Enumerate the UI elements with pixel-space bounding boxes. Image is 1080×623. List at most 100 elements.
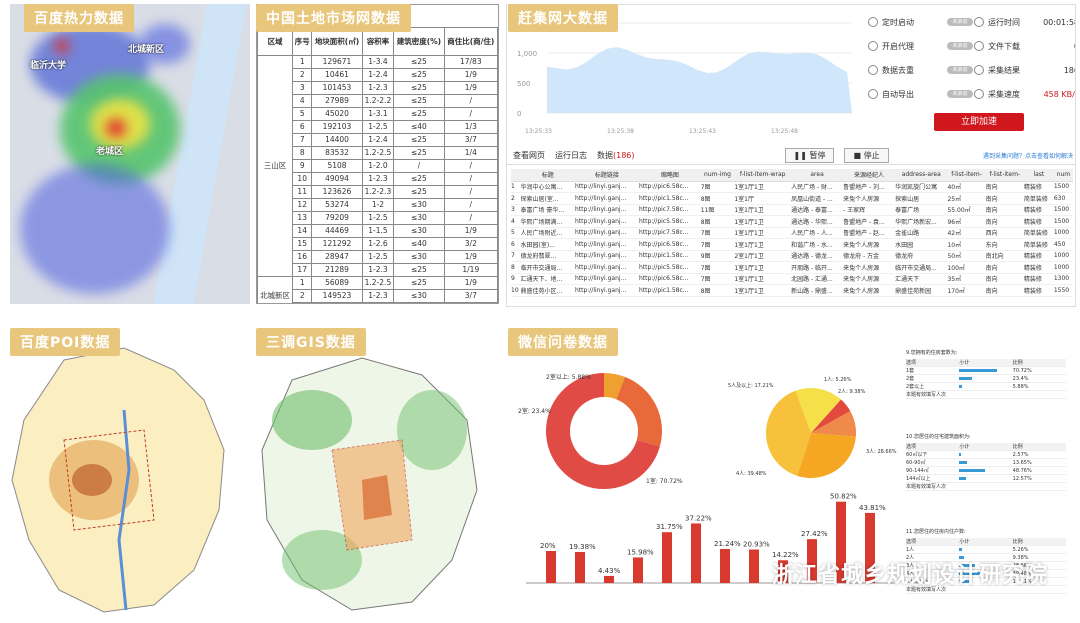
x-tick: 13:25:43 [689, 128, 716, 135]
percent-bar [959, 580, 969, 583]
crawl-cell: 7图 [700, 227, 735, 239]
crawl-row[interactable]: 1 华润中心公寓... http://linyi.ganj... http://pic… [511, 181, 1073, 193]
crawl-cell: 精装修 [1023, 181, 1054, 193]
question-total: 本题有效填写人次 [906, 483, 1066, 491]
tab-data[interactable]: 数据(186) [597, 150, 635, 161]
land-cell: 9 [292, 159, 313, 173]
percent-bar-track [959, 461, 1012, 464]
crawl-cell: 55.00㎡ [947, 204, 986, 216]
control-value: 00:01:58 [1043, 17, 1076, 27]
toggle-switch[interactable]: 未启动 [947, 42, 973, 50]
land-cell: 1-2.4 [361, 133, 395, 147]
control-panel: 定时启动未启动运行时间00:01:58开启代理未启动文件下载0数据去重未启动采集… [864, 7, 1076, 145]
crawl-cell: 来兔个人房源 [843, 238, 896, 251]
control-label: 自动导出 [882, 89, 914, 99]
land-cell: 1-2 [361, 198, 395, 212]
crawl-row[interactable]: 4 华熙广场期满... http://linyi.ganj... http://pic… [511, 215, 1073, 228]
land-cell: 1-2.5 [361, 250, 395, 264]
stop-button[interactable]: ■ 停止 [844, 148, 889, 163]
land-cell: 101453 [311, 81, 363, 95]
crawl-row[interactable]: 10 鼎盛佳苑小区... http://linyi.ganj... http://pi… [511, 284, 1073, 297]
crawl-row[interactable]: 8 临开市交通局... http://linyi.ganj... http://pic… [511, 261, 1073, 274]
crawl-row[interactable]: 7 德龙府翡翠... http://linyi.ganj... http://pic1… [511, 250, 1073, 262]
crawl-cell: 1室1厅1卫 [734, 215, 792, 228]
crawl-cell: http://pic7.58c... [638, 227, 701, 239]
crawl-cell: http://linyi.ganj... [574, 192, 639, 205]
crawl-row[interactable]: 3 泰富广场 豪华... http://linyi.ganj... http://pi… [511, 204, 1073, 216]
region-cell: 三山区 [257, 55, 294, 277]
option-percent: 70.72% [1012, 367, 1032, 374]
land-row: 7 14400 1-2.4 ≤25 3/7 [258, 133, 498, 147]
crawl-cell: 1500 [1053, 204, 1073, 216]
land-table: 区域 序号 地块面积(㎡) 容积率 建筑密度(%) 商住比(商/住) 三山区 1 129671… [257, 27, 498, 303]
percent-bar-track [959, 564, 1012, 567]
urban-core [362, 475, 392, 520]
crawl-cell: 精装修 [1023, 215, 1054, 228]
question-row: 90-144㎡ 48.76% [906, 467, 1066, 475]
region-cell: 北城新区 [257, 276, 294, 303]
crawl-cell: 鲁盟地产 - 赵... [843, 227, 896, 239]
bar-value: 27.42% [801, 530, 828, 538]
heat-zone [20, 164, 170, 294]
question-col: 比例 [1012, 444, 1023, 450]
tab-bar: 查看网页 运行日志 数据(186) ❚❚ 暂停 ■ 停止 遇到采集问题？点击查看… [507, 147, 1075, 165]
option-percent: 39.48% [1012, 570, 1032, 577]
crawl-cell: 泰富广场 [895, 204, 948, 216]
land-cell: ≤25 [393, 68, 445, 82]
land-table-panel: 区域 序号 地块面积(㎡) 容积率 建筑密度(%) 商住比(商/住) 三山区 1 129671… [256, 4, 499, 304]
crawl-cell: 简单装修 [1023, 227, 1054, 239]
crawl-cell: 4 [511, 215, 521, 228]
control-value: 0 [1074, 42, 1075, 51]
pie-label: 1人: 5.26% [824, 377, 852, 383]
toggle-switch[interactable]: 未启动 [947, 66, 973, 74]
land-cell: 1/3 [443, 120, 498, 134]
vegetation [397, 390, 467, 470]
question-row: 144㎡以上 12.57% [906, 475, 1066, 483]
control-row: 运行时间 00:01:58 [974, 11, 1076, 33]
land-cell: 15 [292, 237, 313, 251]
tab-log[interactable]: 运行日志 [555, 151, 587, 160]
land-cell: 17/83 [443, 55, 498, 69]
crawl-cell: 7图 [700, 261, 735, 274]
land-cell: ≤25 [393, 172, 445, 186]
start-button[interactable]: 立即加速 [934, 113, 1024, 131]
crawl-cell: 1室1厅1卫 [734, 261, 792, 274]
option-percent: 9.38% [1012, 554, 1029, 561]
land-cell: 2 [292, 68, 313, 82]
land-cell: 13 [292, 211, 313, 225]
bar [633, 557, 643, 583]
bar [865, 512, 875, 583]
land-cell: 1-3.1 [361, 107, 395, 121]
crawl-row[interactable]: 2 探索山居(室... http://linyi.ganj... http://pic… [511, 192, 1073, 205]
question-header: 选项 小计 比例 [906, 443, 1066, 451]
control-icon [974, 41, 984, 51]
control-icon [974, 89, 984, 99]
pause-button[interactable]: ❚❚ 暂停 [784, 148, 835, 163]
toggle-switch[interactable]: 未启动 [947, 90, 973, 98]
percent-bar [959, 477, 967, 480]
crawl-cell: 7图 [700, 181, 735, 193]
crawl-cell: http://pic6.58c... [638, 238, 701, 251]
option-percent: 23.4% [1012, 375, 1029, 382]
land-cell: 1.2-2.5 [361, 146, 395, 160]
option-label: 5人及以上 [906, 579, 930, 585]
crawl-row[interactable]: 5 人民广场附近... http://linyi.ganj... http://pic… [511, 227, 1073, 239]
help-link[interactable]: 遇到采集问题？点击查看如何解决 [982, 153, 1073, 160]
land-cell: 21289 [311, 263, 363, 277]
tab-webpage[interactable]: 查看网页 [513, 151, 545, 160]
survey-charts: 2室以上: 5.88% 2室: 23.4% 1室: 70.72% 5人及以上: 17.… [518, 373, 897, 584]
option-label: 90-144㎡ [906, 468, 929, 474]
option-label: 60㎡以下 [906, 452, 928, 458]
crawl-row[interactable]: 9 汇通天下、地... http://linyi.ganj... http://pic… [511, 273, 1073, 285]
crawl-cell: 96㎡ [947, 215, 986, 228]
crawl-row[interactable]: 6 水田园(室)... http://linyi.ganj... http://pic… [511, 238, 1073, 251]
land-cell: 1-2.3 [361, 263, 395, 277]
option-percent: 12.57% [1012, 475, 1032, 482]
heat-zone [140, 24, 190, 64]
crawler-window: 1,5001,000500013:25:3313:25:3813:25:4313… [506, 4, 1076, 307]
y-tick: 500 [517, 80, 530, 88]
crawl-cell: 人民广场 - 财... [791, 181, 844, 193]
crawl-cell: 临开市交通局... [520, 261, 575, 274]
toggle-switch[interactable]: 未启动 [947, 18, 973, 26]
land-cell: / [443, 211, 498, 225]
